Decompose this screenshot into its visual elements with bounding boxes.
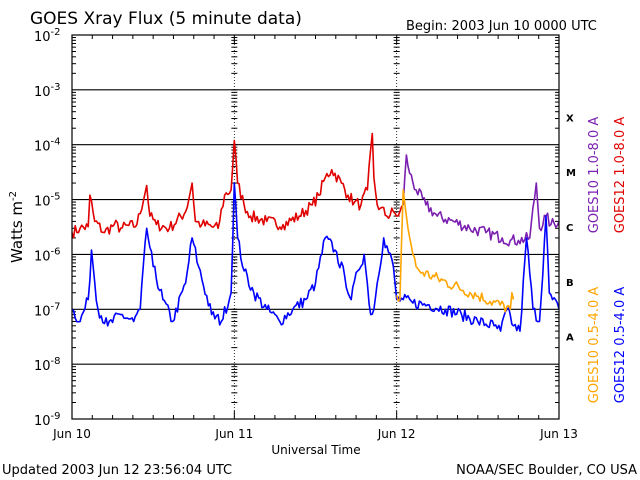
legend: GOES10 1.0-8.0 A GOES12 1.0-8.0 A GOES10 0… bbox=[587, 117, 628, 404]
y-tick-label: 10-4 bbox=[34, 137, 61, 155]
data-series bbox=[71, 132, 560, 332]
flare-class-label: X bbox=[566, 113, 574, 124]
y-tick-label: 10-3 bbox=[34, 82, 61, 100]
axis-ticks bbox=[71, 35, 560, 419]
series-line bbox=[395, 189, 515, 313]
grid bbox=[72, 35, 559, 419]
y-tick-labels: 10-2 10-3 10-4 10-5 10-6 10-7 10-8 10-9 bbox=[34, 27, 61, 429]
flare-class-label: B bbox=[566, 278, 574, 289]
y-axis-title: Watts m-2 bbox=[8, 191, 26, 263]
series-line bbox=[402, 154, 560, 247]
y-tick-label: 10-5 bbox=[34, 192, 61, 210]
begin-label: Begin: 2003 Jun 10 0000 UTC bbox=[406, 19, 597, 34]
updated-timestamp: Updated 2003 Jun 12 23:56:04 UTC bbox=[2, 463, 232, 478]
y-tick-label: 10-9 bbox=[34, 411, 61, 429]
legend-entry: GOES10 0.5-4.0 A bbox=[587, 287, 602, 404]
legend-entry: GOES12 1.0-8.0 A bbox=[613, 117, 628, 234]
series-line bbox=[71, 182, 560, 332]
x-tick-label: Jun 11 bbox=[214, 427, 253, 441]
legend-entry: GOES10 1.0-8.0 A bbox=[587, 117, 602, 234]
y-axis-title-sup: -2 bbox=[8, 191, 19, 201]
chart-title: GOES Xray Flux (5 minute data) bbox=[30, 9, 302, 29]
legend-entry: GOES12 0.5-4.0 A bbox=[613, 287, 628, 404]
x-tick-label: Jun 13 bbox=[539, 427, 578, 441]
y-tick-label: 10-2 bbox=[34, 27, 61, 45]
y-tick-label: 10-8 bbox=[34, 356, 61, 374]
flare-class-labels: X M C B A bbox=[566, 113, 576, 343]
x-tick-label: Jun 10 bbox=[52, 427, 91, 441]
x-axis-title: Universal Time bbox=[271, 443, 360, 457]
y-tick-label: 10-6 bbox=[34, 246, 61, 264]
credit-text: NOAA/SEC Boulder, CO USA bbox=[456, 463, 637, 478]
x-tick-label: Jun 12 bbox=[377, 427, 416, 441]
plot-frame bbox=[71, 34, 560, 420]
y-tick-label: 10-7 bbox=[34, 301, 61, 319]
flare-class-label: M bbox=[566, 168, 576, 179]
flare-class-label: A bbox=[566, 333, 574, 344]
series-line bbox=[71, 132, 404, 239]
y-axis-title-main: Watts m bbox=[8, 201, 26, 263]
x-tick-labels: Jun 10 Jun 11 Jun 12 Jun 13 bbox=[52, 427, 578, 441]
flare-class-label: C bbox=[566, 223, 573, 234]
